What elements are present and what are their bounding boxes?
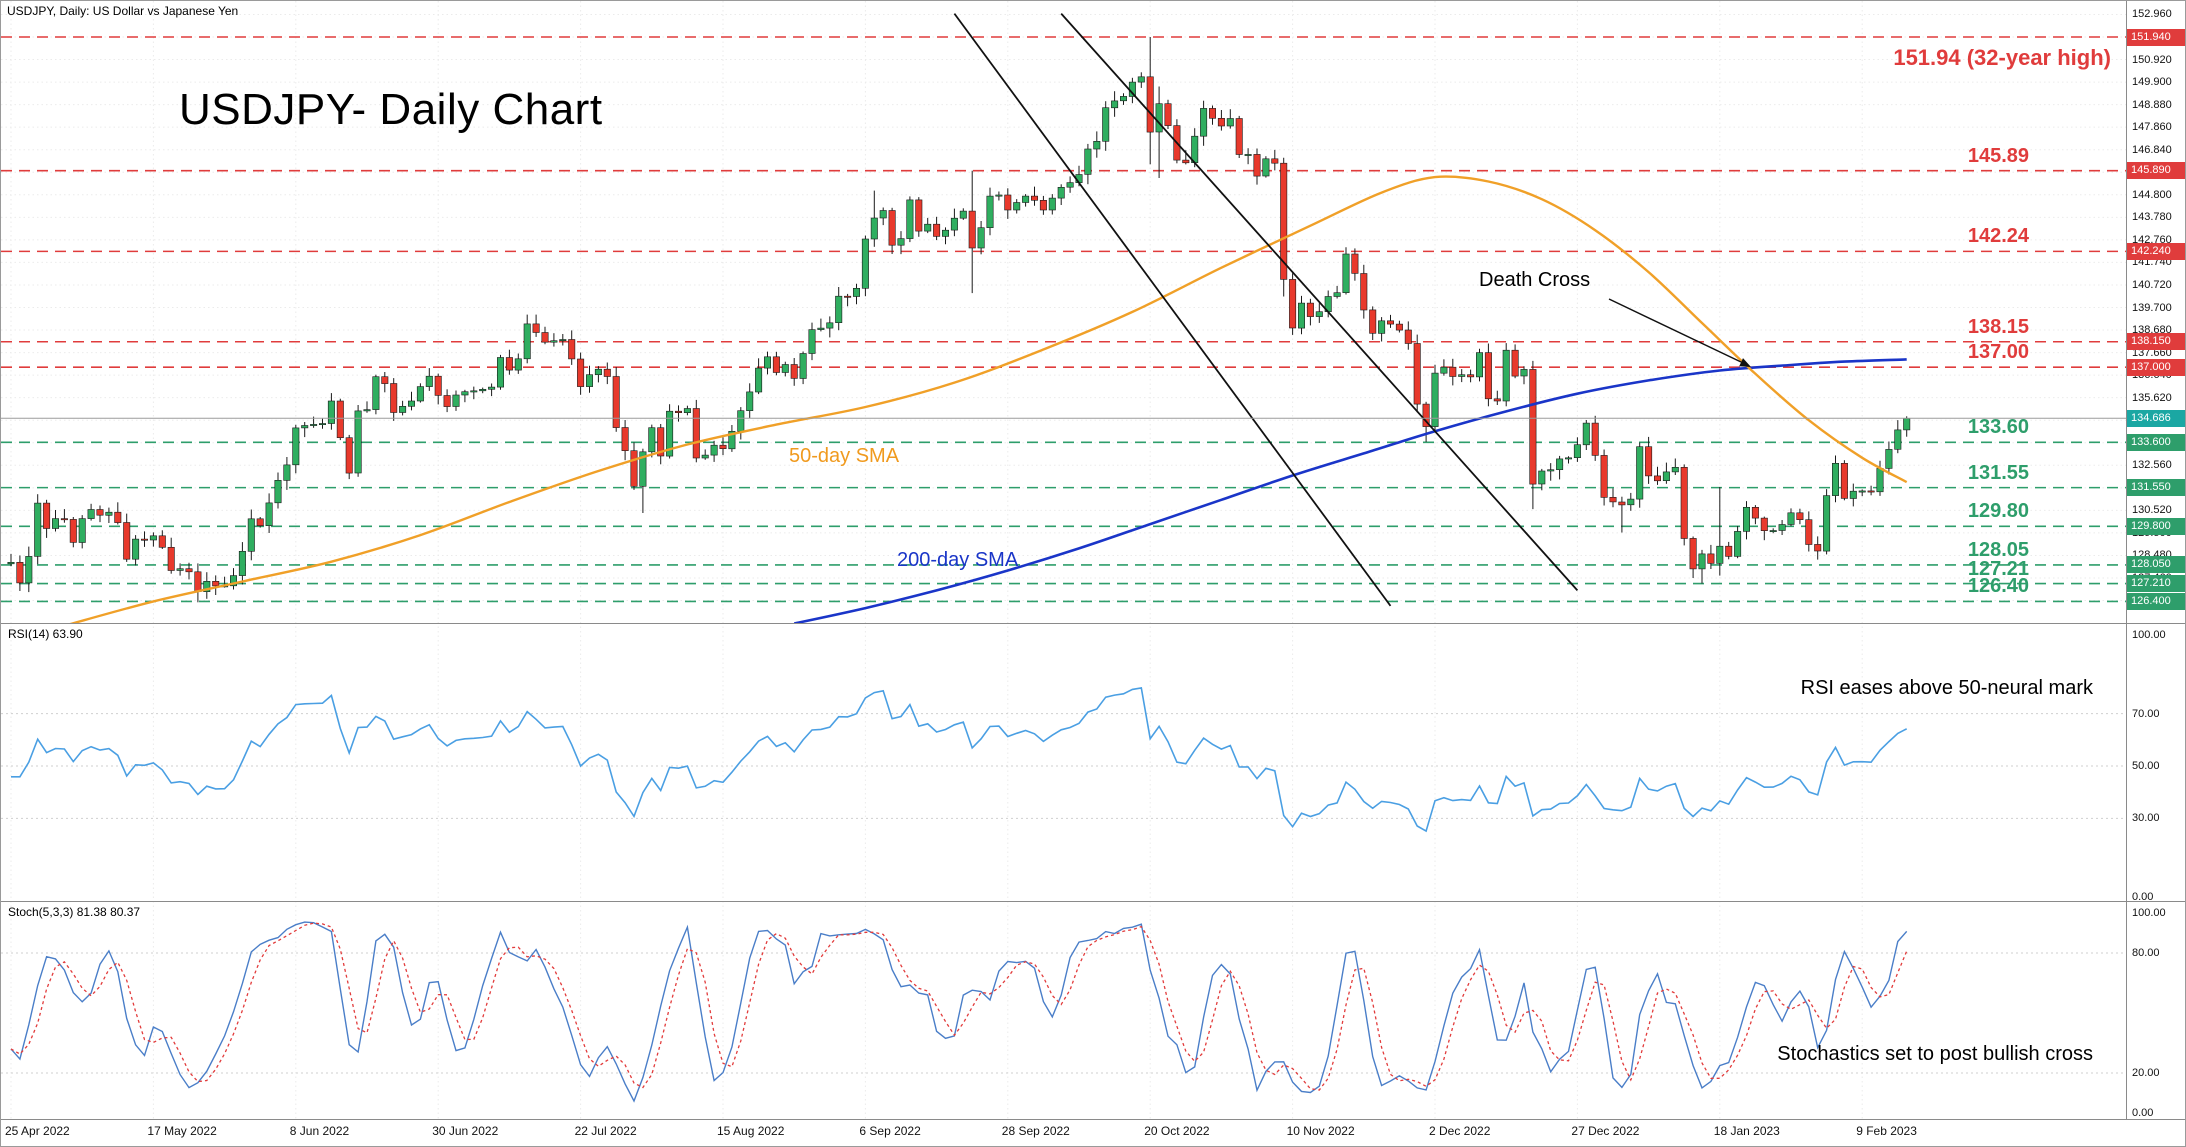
rsi-annotation: RSI eases above 50-neural mark [1800, 677, 2093, 699]
price-tick-label: 138.680 [2132, 324, 2172, 337]
date-tick-label: 22 Jul 2022 [574, 1124, 637, 1138]
level-price-tag: 138.150 [2127, 333, 2185, 351]
stoch-d-line [10, 922, 1908, 1091]
rsi-panel-label: RSI(14) 63.90 [8, 627, 83, 641]
date-tick-label: 20 Oct 2022 [1144, 1124, 1210, 1138]
price-tick-label: 140.720 [2132, 278, 2172, 291]
date-tick-label: 17 May 2022 [147, 1124, 217, 1138]
trendline-2[interactable] [1060, 12, 1579, 592]
sma-50-line [69, 175, 1908, 623]
price-tick-label: 144.800 [2132, 188, 2172, 201]
time-axis[interactable]: 25 Apr 2022 17 May 2022 8 Jun 2022 30 Jun 2… [1, 1119, 2185, 1146]
date-tick-label: 25 Apr 2022 [5, 1124, 70, 1138]
date-tick-label: 8 Jun 2022 [289, 1124, 350, 1138]
grid-lines [1, 1, 2126, 1119]
level-price-tag: 129.800 [2127, 517, 2185, 535]
panel-separators [1, 1, 2185, 1120]
rsi-axis-label: 30.00 [2132, 812, 2160, 825]
chart-symbol-header: USDJPY, Daily: US Dollar vs Japanese Yen [7, 4, 239, 18]
price-tick-label: 152.960 [2132, 8, 2172, 21]
level-price-tag: 145.890 [2127, 162, 2185, 180]
trendline-1[interactable] [953, 13, 1392, 607]
rsi-axis-label: 0.00 [2132, 891, 2154, 903]
price-tick-label: 139.700 [2132, 301, 2172, 314]
price-tick-label: 150.920 [2132, 53, 2172, 66]
stoch-axis-label: 20.00 [2132, 1067, 2160, 1079]
sma200-label: 200-day SMA [897, 549, 1019, 571]
price-tick-label: 130.520 [2132, 504, 2172, 517]
level-note: 127.21 [1967, 557, 2029, 580]
price-tick-label: 148.880 [2132, 98, 2172, 111]
level-price-tag: 126.400 [2127, 592, 2185, 610]
price-tick-label: 147.860 [2132, 121, 2172, 134]
level-note: 145.89 [1967, 144, 2029, 167]
level-price-tag: 131.550 [2127, 479, 2185, 497]
level-note: 142.24 [1967, 225, 2029, 248]
level-price-tag: 127.210 [2127, 575, 2185, 593]
level-price-tag: 137.000 [2127, 358, 2185, 376]
rsi-axis-label: 70.00 [2132, 707, 2160, 720]
level-note: 133.60 [1967, 416, 2029, 439]
stoch-axis-label: 80.00 [2132, 947, 2160, 959]
price-tick-label: 143.780 [2132, 211, 2172, 224]
price-tick-label: 149.900 [2132, 76, 2172, 89]
candlesticks [7, 37, 1911, 603]
level-price-tag: 151.940 [2127, 28, 2185, 46]
rsi-axis-label: 100.00 [2132, 629, 2166, 641]
level-note: 131.55 [1967, 461, 2029, 484]
level-note: 137.00 [1967, 341, 2029, 364]
death-cross-label: Death Cross [1479, 269, 1591, 291]
stoch-axis-label: 0.00 [2132, 1107, 2154, 1119]
level-note: 126.40 [1967, 575, 2029, 598]
stoch-axis-label: 100.00 [2132, 907, 2166, 919]
level-note: 128.05 [1967, 538, 2029, 561]
price-tick-label: 146.840 [2132, 143, 2172, 156]
sma-200-line [793, 358, 1907, 623]
level-price-tag: 133.600 [2127, 433, 2185, 451]
date-tick-label: 15 Aug 2022 [717, 1124, 785, 1138]
death-cross-arrow [1608, 298, 1751, 367]
date-tick-label: 6 Sep 2022 [859, 1124, 921, 1138]
date-tick-label: 10 Nov 2022 [1286, 1124, 1355, 1138]
date-tick-label: 9 Feb 2023 [1856, 1124, 1917, 1138]
date-tick-label: 27 Dec 2022 [1571, 1124, 1640, 1138]
level-note-32-year-high: 151.94 (32-year high) [1893, 45, 2111, 70]
level-price-tag: 128.050 [2127, 556, 2185, 574]
price-tick-label: 135.620 [2132, 391, 2172, 404]
stoch-k-line [10, 921, 1908, 1103]
price-axis[interactable]: 152.960 151.940 150.920 149.900 148.880 147.8… [2127, 1, 2185, 1119]
level-note: 129.80 [1967, 500, 2029, 523]
sma50-label: 50-day SMA [789, 445, 900, 467]
price-tick-label: 132.560 [2132, 459, 2172, 472]
stoch-panel-label: Stoch(5,3,3) 81.38 80.37 [8, 905, 141, 919]
date-tick-label: 2 Dec 2022 [1429, 1124, 1491, 1138]
rsi-line [11, 686, 1908, 833]
rsi-axis-label: 50.00 [2132, 760, 2160, 772]
stoch-annotation: Stochastics set to post bullish cross [1777, 1043, 2093, 1065]
level-note: 138.15 [1967, 315, 2029, 338]
date-tick-label: 30 Jun 2022 [432, 1124, 499, 1138]
date-tick-label: 18 Jan 2023 [1713, 1124, 1780, 1138]
chart-title: USDJPY- Daily Chart [179, 85, 603, 134]
date-tick-label: 28 Sep 2022 [1001, 1124, 1070, 1138]
current-price-tag: 134.686 [2127, 410, 2185, 427]
level-price-tag: 142.240 [2127, 242, 2185, 260]
